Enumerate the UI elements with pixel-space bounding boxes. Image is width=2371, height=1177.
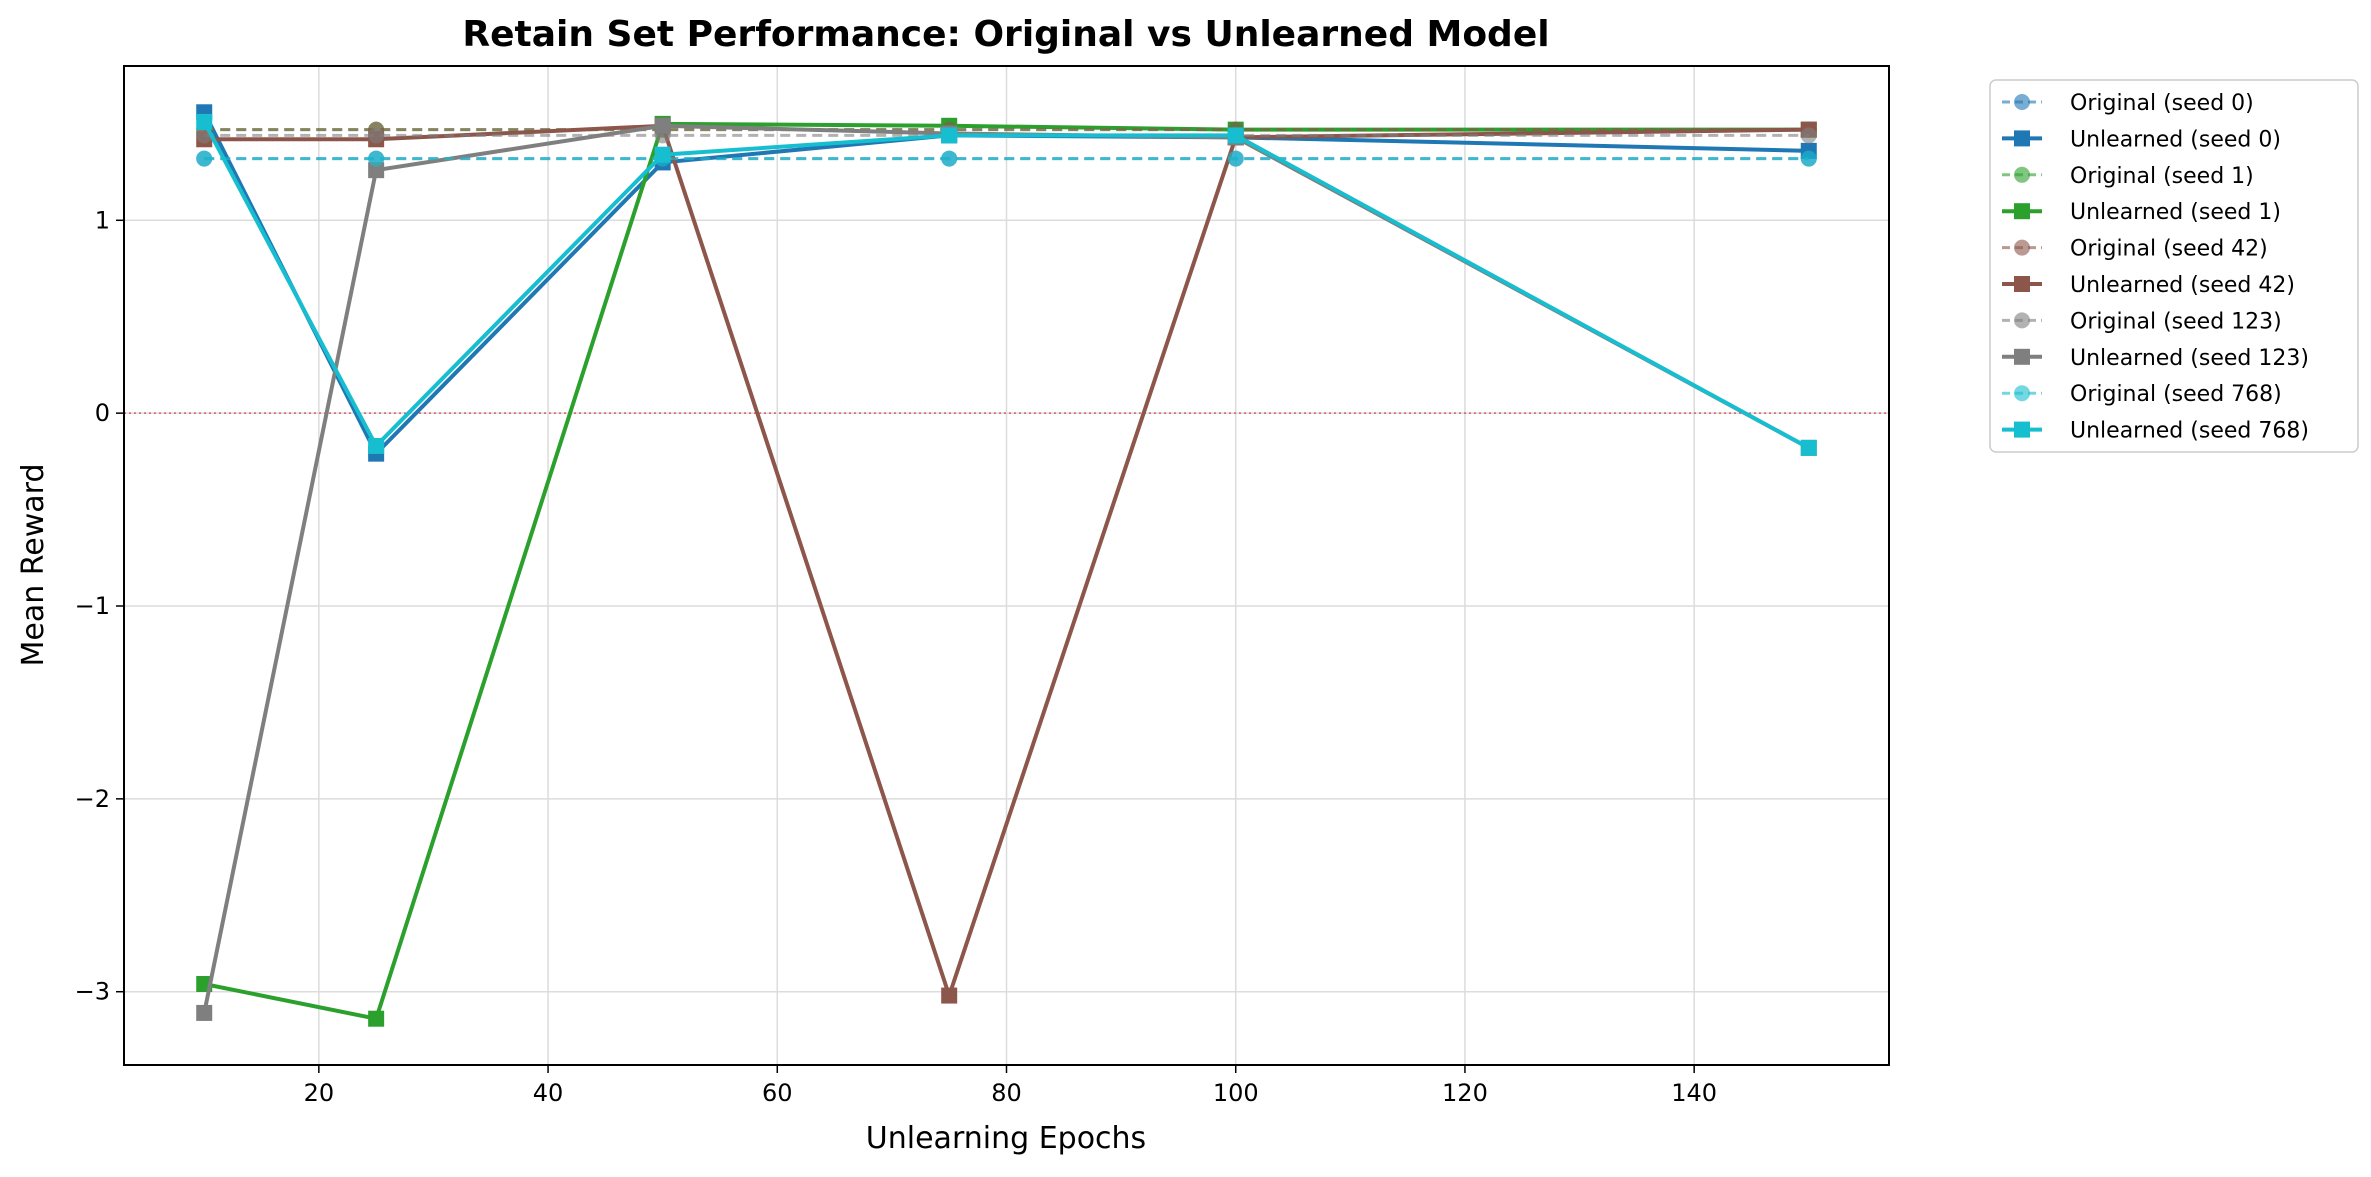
- data-point: [1800, 439, 1817, 456]
- data-point: [368, 127, 385, 144]
- legend-swatch-marker: [2014, 130, 2030, 147]
- legend-box: [1989, 79, 2359, 453]
- legend-item[interactable]: Original (seed 768): [2002, 382, 2282, 407]
- data-point: [368, 150, 385, 167]
- legend-item[interactable]: Unlearned (seed 1): [2002, 200, 2281, 225]
- legend-label: Unlearned (seed 768): [2070, 419, 2309, 444]
- legend-label: Original (seed 42): [2070, 237, 2268, 262]
- series-line: [202, 111, 1809, 458]
- legend-label: Unlearned (seed 42): [2070, 273, 2295, 298]
- legend-swatch-marker: [2014, 94, 2030, 110]
- legend-item[interactable]: Unlearned (seed 123): [2002, 346, 2309, 371]
- series-line: [202, 120, 1810, 450]
- data-point: [1800, 150, 1817, 167]
- data-point: [654, 146, 671, 163]
- legend-swatch-marker: [2014, 276, 2030, 292]
- ticks: 20 40 60 80 100 120 140 −3 −2 −1 0 1: [75, 206, 1717, 1107]
- data-point: [196, 113, 213, 130]
- y-tick-label: −3: [75, 978, 110, 1006]
- x-tick-label: 40: [533, 1079, 564, 1107]
- data-point: [368, 1010, 385, 1027]
- y-tick-label: 0: [95, 399, 110, 427]
- data-point: [368, 437, 385, 454]
- x-axis-title: Unlearning Epochs: [866, 1121, 1146, 1156]
- legend-item[interactable]: Original (seed 42): [2002, 237, 2268, 262]
- data-point: [941, 127, 958, 144]
- legend-label: Original (seed 123): [2070, 309, 2282, 334]
- y-tick-label: −1: [75, 592, 110, 620]
- x-tick-label: 100: [1213, 1079, 1259, 1107]
- legend-swatch-marker: [2014, 166, 2030, 183]
- data-point: [1227, 127, 1244, 144]
- y-axis-title: Mean Reward: [16, 464, 51, 667]
- legend-label: Unlearned (seed 123): [2070, 346, 2309, 371]
- legend[interactable]: Original (seed 0) Unlearned (seed 0) Origi…: [1989, 79, 2359, 453]
- y-tick-label: −2: [75, 785, 110, 813]
- legend-item[interactable]: Unlearned (seed 768): [2002, 419, 2309, 444]
- x-tick-label: 60: [762, 1079, 793, 1107]
- legend-label: Unlearned (seed 1): [2070, 200, 2281, 225]
- legend-item[interactable]: Original (seed 1): [2002, 164, 2254, 189]
- legend-item[interactable]: Unlearned (seed 0): [2002, 127, 2281, 152]
- x-tick-label: 20: [304, 1079, 335, 1107]
- legend-item[interactable]: Unlearned (seed 42): [2002, 273, 2295, 298]
- series-original-seed-768: [196, 150, 1817, 167]
- data-point: [941, 987, 958, 1004]
- legend-item[interactable]: Original (seed 0): [2002, 91, 2254, 116]
- data-point: [1800, 127, 1817, 144]
- data-point: [196, 1004, 213, 1021]
- legend-label: Original (seed 0): [2070, 91, 2254, 116]
- chart-title: Retain Set Performance: Original vs Unle…: [462, 14, 1549, 55]
- data-point: [941, 150, 958, 167]
- legend-swatch-marker: [2014, 385, 2030, 402]
- y-tick-label: 1: [95, 206, 110, 234]
- series-layer: [196, 104, 1817, 1027]
- x-tick-label: 120: [1442, 1079, 1488, 1107]
- data-point: [196, 150, 213, 167]
- series-unlearned-seed-768: [196, 113, 1817, 456]
- legend-swatch-marker: [2014, 312, 2030, 329]
- legend-label: Original (seed 1): [2070, 164, 2254, 189]
- x-tick-label: 140: [1671, 1079, 1717, 1107]
- legend-swatch-marker: [2014, 203, 2030, 220]
- legend-swatch-marker: [2014, 421, 2030, 438]
- legend-swatch-marker: [2014, 239, 2030, 256]
- legend-item[interactable]: Original (seed 123): [2002, 309, 2282, 334]
- legend-swatch-marker: [2014, 348, 2030, 365]
- data-point: [368, 162, 385, 179]
- data-point: [654, 117, 671, 134]
- legend-label: Unlearned (seed 0): [2070, 127, 2281, 152]
- x-tick-label: 80: [991, 1079, 1022, 1107]
- legend-label: Original (seed 768): [2070, 382, 2282, 407]
- data-point: [1227, 150, 1244, 167]
